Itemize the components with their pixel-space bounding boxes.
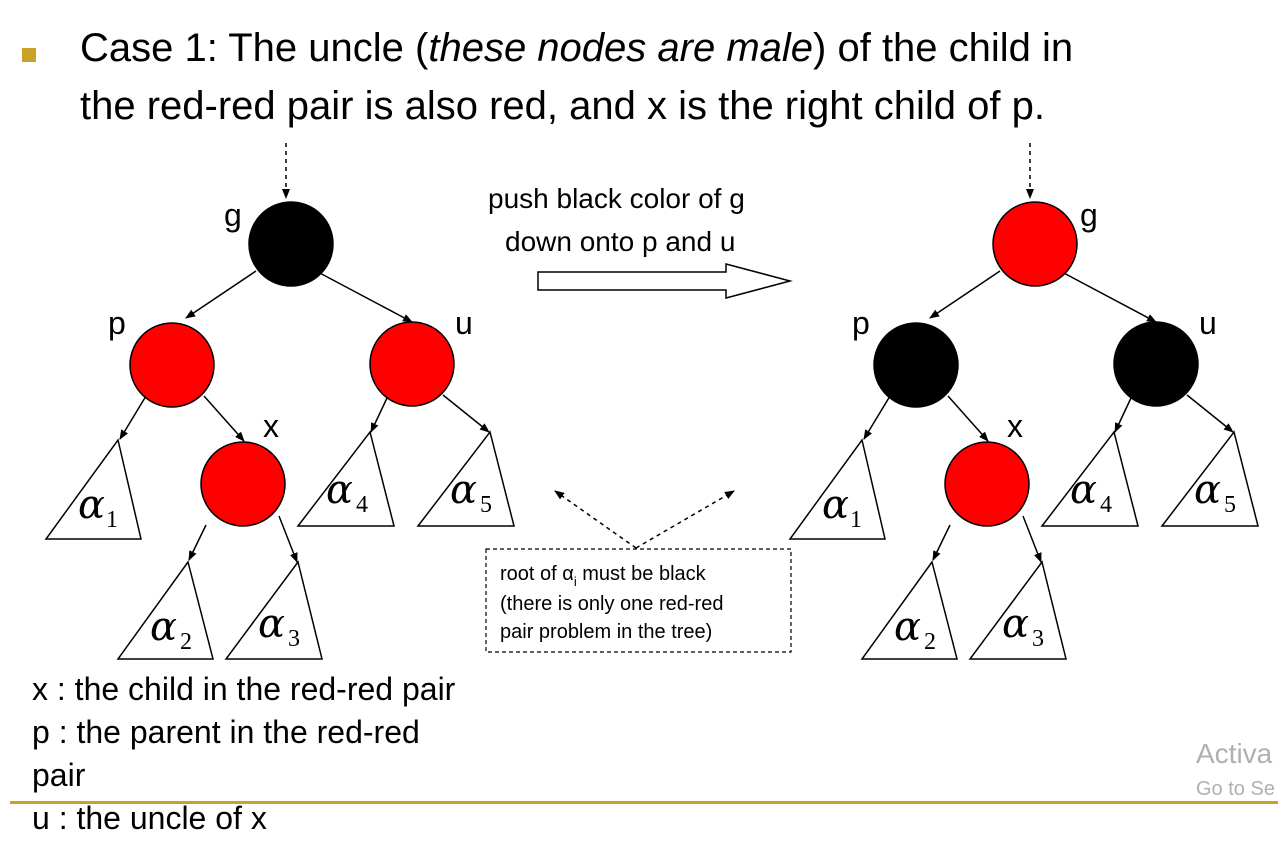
note-box-subscript: i: [574, 574, 577, 589]
legend-p-continued: pair: [32, 757, 86, 793]
note-box-line-1: root of αi must be black: [500, 563, 707, 589]
right-tree: α 1 α 2 α 3 α 4 α 5 g p u x: [788, 143, 1259, 660]
activation-watermark-title: Activa: [1196, 738, 1273, 769]
subtree-a5-right: [1160, 430, 1259, 527]
alpha-symbol: α: [822, 482, 849, 528]
transform-note-line-1: push black color of g: [488, 183, 745, 214]
subtree-a3-left: [224, 560, 323, 660]
edge-u-a4-left: [370, 397, 388, 433]
heading-line-1: Case 1: The uncle (these nodes are male)…: [80, 24, 1073, 72]
label-u-right: u: [1199, 305, 1217, 341]
legend-u: u : the uncle of x: [32, 800, 267, 836]
node-g-left: [248, 201, 334, 287]
legend-x: x : the child in the red-red pair: [32, 671, 456, 707]
left-tree: α 1 α 2 α 3 α 4 α 5 g p u x: [44, 143, 515, 660]
subtree-a4-right: [1040, 430, 1139, 527]
alpha-subscript: 2: [180, 629, 192, 655]
note-box: [485, 548, 792, 653]
edge-x-a3-right: [1022, 515, 1042, 563]
heading-line-2: the red-red pair is also red, and x is t…: [80, 84, 1045, 128]
label-g-left: g: [224, 197, 242, 233]
alpha-symbol: α: [326, 467, 353, 513]
alpha-subscript: 1: [850, 507, 862, 533]
edge-p-a1-right: [863, 395, 891, 440]
node-p-left: [129, 322, 215, 408]
alpha-symbol: α: [1070, 467, 1097, 513]
edge-x-a2-left: [188, 524, 207, 561]
edge-p-x-right: [947, 395, 989, 442]
edge-u-a5-right: [1186, 394, 1234, 433]
note-box-line-3: pair problem in the tree): [500, 621, 712, 643]
alpha-subscript: 3: [288, 626, 300, 652]
label-p-left: p: [108, 305, 126, 341]
edge-x-a2-right: [932, 524, 951, 561]
note-box-text-end: must be black: [577, 563, 707, 585]
transform-note-line-2: down onto p and u: [505, 226, 735, 257]
note-box-line-2: (there is only one red-red: [500, 593, 723, 615]
heading-text: Case 1: The uncle (: [80, 26, 429, 70]
pointer-arrow-left: [554, 490, 637, 549]
alpha-subscript: 5: [480, 492, 492, 518]
edge-u-a5-left: [442, 394, 490, 433]
edge-u-a4-right: [1114, 397, 1132, 433]
label-u-left: u: [455, 305, 473, 341]
label-x-left: x: [263, 408, 279, 444]
edge-g-p-left: [185, 270, 257, 319]
edge-g-u-right: [1059, 270, 1157, 323]
subtree-a2-left: [116, 560, 214, 660]
alpha-symbol: α: [1194, 467, 1221, 513]
label-p-right: p: [852, 305, 870, 341]
subtree-a3-right: [968, 560, 1067, 660]
alpha-subscript: 1: [106, 507, 118, 533]
edge-p-a1-left: [119, 395, 147, 440]
label-x-right: x: [1007, 408, 1023, 444]
alpha-subscript: 5: [1224, 492, 1236, 518]
alpha-symbol: α: [450, 467, 477, 513]
edge-g-p-right: [929, 270, 1001, 319]
alpha-symbol: α: [78, 482, 105, 528]
note-box-text: root of α: [500, 563, 574, 585]
footer-divider: [10, 801, 1278, 804]
pointer-arrow-right: [635, 490, 735, 549]
alpha-symbol: α: [894, 604, 921, 650]
edge-g-u-left: [315, 270, 413, 323]
subtree-a2-right: [860, 560, 958, 660]
alpha-subscript: 4: [356, 492, 368, 518]
edge-x-a3-left: [278, 515, 298, 563]
subtree-a5-left: [416, 430, 515, 527]
node-x-right: [944, 441, 1030, 527]
transform-arrow: [537, 263, 793, 299]
node-u-right: [1113, 321, 1199, 407]
alpha-subscript: 2: [924, 629, 936, 655]
alpha-subscript: 3: [1032, 626, 1044, 652]
alpha-symbol: α: [1002, 601, 1029, 647]
alpha-symbol: α: [150, 604, 177, 650]
bullet-icon: [22, 48, 36, 62]
subtree-a1-right: [788, 438, 886, 540]
subtree-a1-left: [44, 438, 142, 540]
node-p-right: [873, 322, 959, 408]
heading-text-end: ) of the child in: [813, 26, 1074, 70]
node-x-left: [200, 441, 286, 527]
node-u-left: [369, 321, 455, 407]
activation-watermark-subtitle: Go to Se: [1196, 778, 1275, 800]
alpha-symbol: α: [258, 601, 285, 647]
heading-italic-text: these nodes are male: [428, 26, 814, 70]
node-g-right: [992, 201, 1078, 287]
alpha-subscript: 4: [1100, 492, 1112, 518]
label-g-right: g: [1080, 197, 1098, 233]
subtree-a4-left: [296, 430, 395, 527]
legend-p: p : the parent in the red-red: [32, 714, 420, 750]
edge-p-x-left: [203, 395, 245, 442]
